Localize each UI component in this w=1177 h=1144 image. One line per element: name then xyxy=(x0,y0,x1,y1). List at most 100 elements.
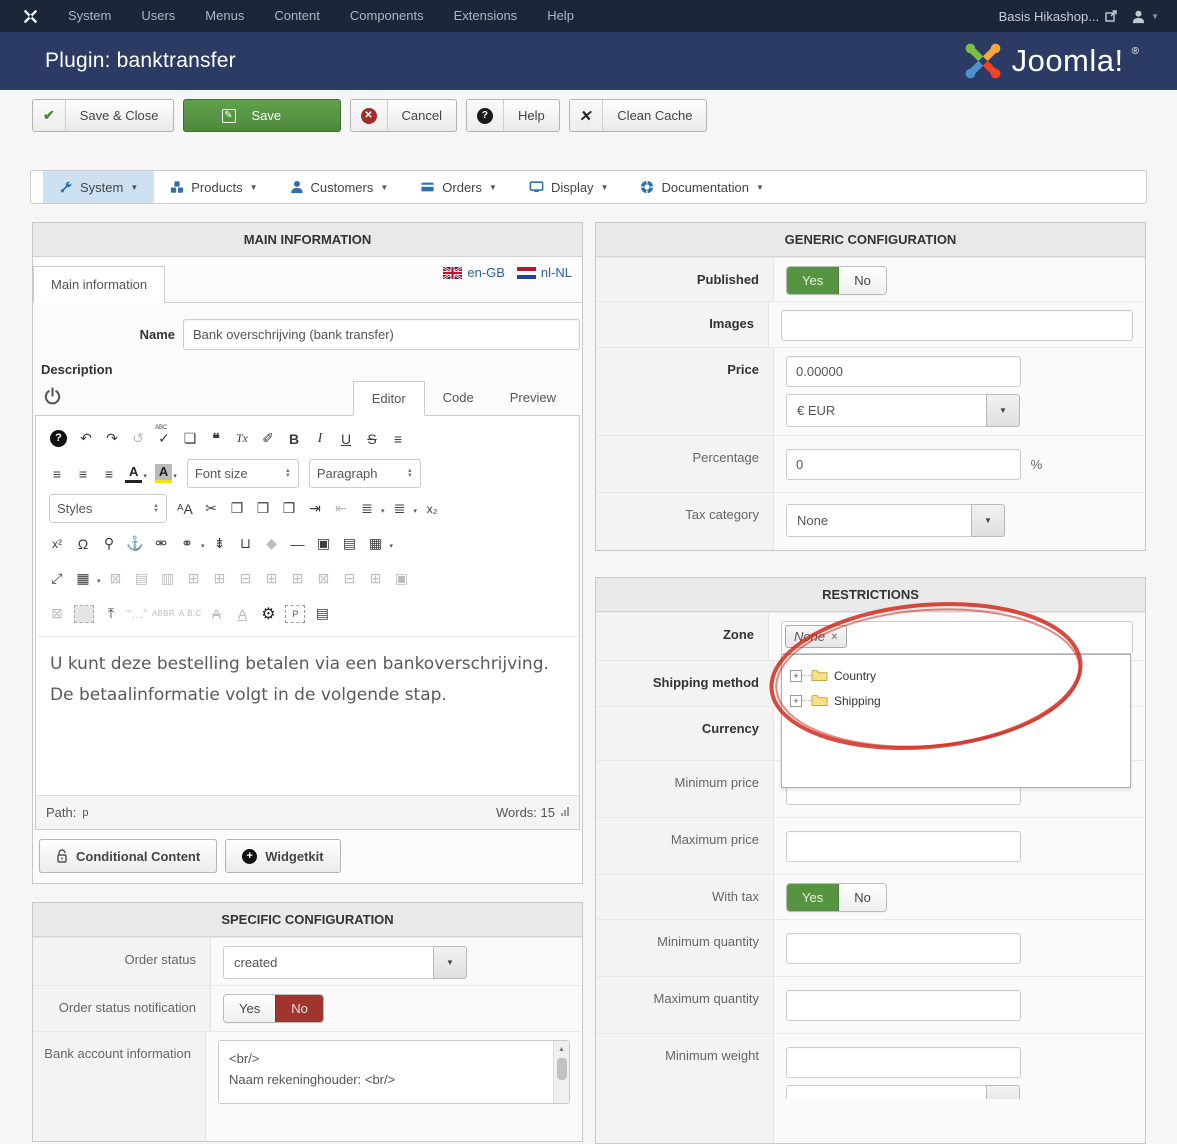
dropdown-caret-icon[interactable]: ▾ xyxy=(381,507,385,515)
with-tax-no-button[interactable]: No xyxy=(839,884,886,911)
subscript-icon[interactable]: x₂ xyxy=(426,501,438,516)
editor-content[interactable]: U kunt deze bestelling betalen via een b… xyxy=(50,654,549,706)
spellcheck-icon[interactable]: ✓ xyxy=(151,425,177,447)
paragraph-marker-button[interactable]: P xyxy=(285,604,306,623)
tab-editor[interactable]: Editor xyxy=(352,381,425,416)
maximum-quantity-input[interactable] xyxy=(786,990,1021,1021)
copy-icon[interactable]: ❐ xyxy=(230,500,244,516)
order-status-dropdown-icon[interactable]: ▼ xyxy=(433,946,467,979)
resize-grip-icon[interactable] xyxy=(561,807,569,816)
price-input[interactable] xyxy=(786,356,1021,387)
insert-row-after-icon[interactable]: ⊞ xyxy=(213,570,226,586)
page-break-icon[interactable]: ⇟ xyxy=(213,535,226,551)
search-replace-icon[interactable]: ⚲ xyxy=(103,535,115,551)
align-right-icon[interactable]: ≡ xyxy=(104,465,114,482)
outdent-icon[interactable]: ⇤ xyxy=(335,500,347,516)
align-center-icon[interactable]: ≡ xyxy=(52,465,62,482)
widgetkit-button[interactable]: + Widgetkit xyxy=(225,839,341,873)
article-break-icon[interactable]: ▤ xyxy=(315,605,330,621)
font-family-icon[interactable]: ᴬA xyxy=(177,500,193,517)
horizontal-rule-icon[interactable]: — xyxy=(290,535,305,552)
published-yes-button[interactable]: Yes xyxy=(787,267,840,294)
delete-table-icon[interactable]: ⊠ xyxy=(109,570,122,586)
visual-blocks-button[interactable] xyxy=(74,604,94,623)
highlight-color-button[interactable]: A ▾ xyxy=(154,464,179,483)
scrollbar-thumb[interactable] xyxy=(556,1057,567,1080)
table-row-properties-icon[interactable]: ▤ xyxy=(134,570,149,586)
user-menu[interactable]: ▼ xyxy=(1131,9,1159,24)
percentage-input[interactable] xyxy=(786,449,1021,480)
justify-full-icon[interactable]: ≡ xyxy=(393,430,403,447)
clean-cache-button[interactable]: ✕ Clean Cache xyxy=(568,99,708,132)
published-no-button[interactable]: No xyxy=(839,267,886,294)
restore-draft-icon[interactable]: ↺ xyxy=(132,430,144,446)
with-tax-yes-button[interactable]: Yes xyxy=(787,884,840,911)
paragraph-select[interactable]: Paragraph ▲ ▼ xyxy=(308,459,421,488)
hika-menu-products[interactable]: Products ▼ xyxy=(154,171,273,203)
textarea-scrollbar[interactable]: ▲ xyxy=(553,1041,569,1103)
maximum-price-input[interactable] xyxy=(786,831,1021,862)
nav-menus[interactable]: Menus xyxy=(205,8,245,23)
styles-select[interactable]: Styles ▲ ▼ xyxy=(49,494,167,523)
tree-item-shipping[interactable]: + Shipping xyxy=(790,688,1130,713)
bullet-list-icon[interactable]: ≣ xyxy=(393,500,406,516)
scroll-up-icon[interactable]: ▲ xyxy=(558,1046,565,1053)
images-input[interactable] xyxy=(781,310,1133,341)
quotation-icon[interactable]: “…” xyxy=(127,606,147,621)
blockquote-icon[interactable]: ❝ xyxy=(212,430,220,446)
undo-icon[interactable]: ↶ xyxy=(80,430,92,446)
underline-icon[interactable]: U xyxy=(340,430,352,447)
deletion-icon[interactable]: A xyxy=(211,605,222,622)
hika-menu-customers[interactable]: Customers ▼ xyxy=(274,171,405,203)
dropdown-caret-icon[interactable]: ▾ xyxy=(97,577,101,585)
table-cell-properties-icon[interactable]: ▥ xyxy=(160,570,175,586)
merge-cells-icon[interactable]: ⊟ xyxy=(343,570,356,586)
joomla-nav-icon[interactable] xyxy=(22,8,39,25)
font-size-select[interactable]: Font size ▲ ▼ xyxy=(186,459,299,488)
special-character-icon[interactable]: Ω xyxy=(77,535,89,552)
italic-icon[interactable]: I xyxy=(317,430,323,446)
strikethrough-icon[interactable]: S xyxy=(367,430,377,447)
delete-row-icon[interactable]: ⊟ xyxy=(239,570,252,586)
new-document-icon[interactable]: ❏ xyxy=(183,430,197,446)
redo-icon[interactable]: ↷ xyxy=(106,430,118,446)
hika-menu-display[interactable]: Display ▼ xyxy=(513,171,625,203)
cell-span-icon[interactable]: ⊠ xyxy=(51,605,63,621)
notification-no-button[interactable]: No xyxy=(275,995,323,1022)
align-left-icon[interactable]: ≡ xyxy=(78,465,88,482)
tab-main-information[interactable]: Main information xyxy=(33,266,166,303)
name-input[interactable] xyxy=(183,319,580,350)
hika-menu-documentation[interactable]: Documentation ▼ xyxy=(624,171,779,203)
hika-menu-orders[interactable]: Orders ▼ xyxy=(404,171,513,203)
import-icon[interactable]: ⤒ xyxy=(107,605,115,621)
help-button[interactable]: ? Help xyxy=(465,99,560,132)
site-preview-link[interactable]: Basis Hikashop... xyxy=(999,9,1117,24)
abbreviation-icon[interactable]: ABBR xyxy=(152,609,175,618)
tab-code[interactable]: Code xyxy=(442,390,474,405)
unlink-icon[interactable]: ⚮ xyxy=(155,535,167,551)
toggle-editor-button[interactable] xyxy=(43,387,62,409)
expand-icon[interactable]: + xyxy=(790,669,802,682)
minimum-weight-input[interactable] xyxy=(786,1047,1021,1078)
acronym-icon[interactable]: A.B.C xyxy=(179,609,202,618)
nonbreaking-space-icon[interactable]: ⊔ xyxy=(240,535,251,551)
numbered-list-icon[interactable]: ≣ xyxy=(361,500,373,516)
nav-help[interactable]: Help xyxy=(547,8,574,23)
editor-help-icon[interactable]: ? xyxy=(50,430,67,447)
minimum-quantity-input[interactable] xyxy=(786,933,1021,964)
insert-column-after-icon[interactable]: ⊞ xyxy=(291,570,304,586)
remove-tag-icon[interactable]: × xyxy=(831,630,838,643)
order-status-select[interactable]: created ▼ xyxy=(223,946,467,979)
table-image-icon[interactable]: ▣ xyxy=(394,570,409,586)
save-close-button[interactable]: ✔ Save & Close xyxy=(32,99,174,132)
tax-category-select[interactable]: None ▼ xyxy=(786,504,1005,537)
cancel-button[interactable]: ✕ Cancel xyxy=(349,99,457,132)
nav-extensions[interactable]: Extensions xyxy=(453,8,518,23)
format-painter-icon[interactable]: ✐ xyxy=(262,430,274,446)
currency-dropdown-icon[interactable]: ▼ xyxy=(986,394,1020,427)
notification-yes-button[interactable]: Yes xyxy=(224,995,276,1022)
insert-column-before-icon[interactable]: ⊞ xyxy=(265,570,278,586)
insert-image-icon[interactable]: ▣ xyxy=(316,535,331,551)
bold-icon[interactable]: B xyxy=(288,430,300,447)
superscript-icon[interactable]: x² xyxy=(52,536,62,551)
